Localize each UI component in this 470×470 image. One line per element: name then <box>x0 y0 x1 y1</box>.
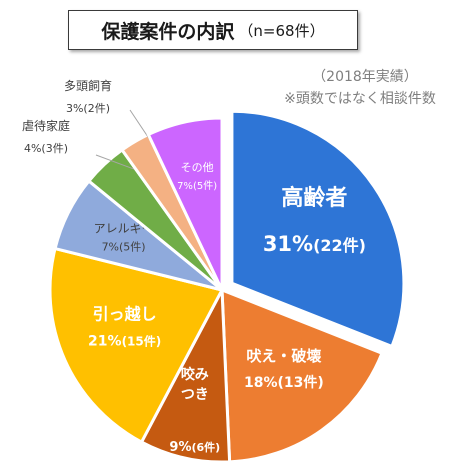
slice-value-0: 31%(22件) <box>263 232 366 256</box>
slice-value-3: 21%(15件) <box>88 334 161 350</box>
chart-title: 保護案件の内訳 <box>101 20 235 43</box>
slice-value-4: 7%(5件) <box>102 241 146 254</box>
slice-value-2: 9%(6件) <box>169 440 220 455</box>
note-basis: ※頭数ではなく相談件数 <box>284 91 436 107</box>
pie-slice-0 <box>230 109 406 349</box>
slice-value-7: 7%(5件) <box>177 180 217 192</box>
slice-label-2: 咬み <box>181 366 209 383</box>
pie-slice-1 <box>220 287 384 464</box>
slice-label-4: アレルギー <box>94 222 154 236</box>
slice-label-1: 吠え・破壊 <box>246 347 321 365</box>
pie-slice-2 <box>139 284 232 464</box>
chart-title-box: 保護案件の内訳 （n=68件） <box>68 10 358 50</box>
slice-label-0: 高齢者 <box>281 185 347 211</box>
pie-slice-7 <box>146 116 224 291</box>
slice-value-1: 18%(13件) <box>244 374 324 391</box>
slice-label-6: 多頭飼育 <box>64 78 112 93</box>
slice-value-6: 3%(2件) <box>66 102 110 115</box>
slice-value-5: 4%(3件) <box>24 142 68 155</box>
chart-subtitle: （n=68件） <box>238 21 325 40</box>
leader-line-6 <box>129 109 151 141</box>
pie-slice-3 <box>48 246 225 445</box>
slice-label-5: 虐待家庭 <box>22 118 70 133</box>
note-year: （2018年実績） <box>312 69 418 85</box>
slice-label-7: その他 <box>181 161 214 174</box>
slice-label-2: つき <box>181 387 209 403</box>
slice-label-3: 引っ越し <box>93 305 157 324</box>
